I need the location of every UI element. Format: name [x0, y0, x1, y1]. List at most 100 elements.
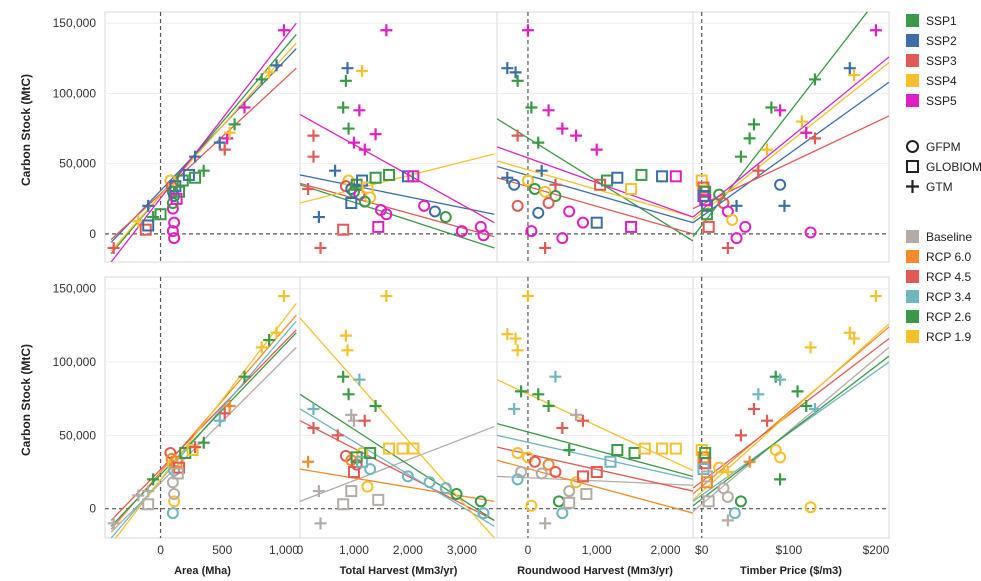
x-tick-label: 1,000 [582, 543, 612, 557]
data-point-plus [734, 150, 747, 163]
data-point-square [697, 463, 710, 476]
legend-label: Baseline [926, 230, 972, 244]
data-point-plus [270, 326, 283, 339]
data-point-circle [730, 232, 743, 245]
data-point-circle [474, 495, 487, 508]
data-point-plus [765, 101, 778, 114]
data-point-square [611, 171, 624, 184]
data-point-square [590, 216, 603, 229]
data-point-plus [515, 385, 528, 398]
y-axis-title-top: Carbon Stock (MtC) [19, 74, 33, 186]
data-point-plus [255, 341, 268, 354]
data-point-circle [804, 501, 817, 514]
data-point-square [182, 168, 195, 181]
trend-line [300, 425, 495, 502]
x-tick-label: 2,000 [650, 543, 680, 557]
data-point-plus [501, 328, 514, 341]
data-point-square [170, 192, 183, 205]
data-point-square [337, 223, 350, 236]
data-point-plus [791, 385, 804, 398]
data-point-circle [164, 446, 177, 459]
legend-item: RCP 2.6 [906, 310, 971, 324]
data-point-plus [808, 132, 821, 145]
data-point-circle [450, 488, 463, 501]
data-point-square [369, 171, 382, 184]
data-point-square [154, 208, 167, 221]
data-point-square [625, 220, 638, 233]
data-point-plus [539, 241, 552, 254]
data-point-plus [147, 473, 160, 486]
legend-item: GLOBIOM [906, 160, 981, 174]
trend-line [300, 174, 495, 215]
trend-line [300, 393, 495, 521]
x-tick-label: 0 [525, 543, 532, 557]
legend-item: SSP5 [906, 94, 957, 108]
data-point-circle [734, 495, 747, 508]
data-point-square [702, 220, 715, 233]
data-point-square [563, 496, 576, 509]
data-point-plus [307, 402, 320, 415]
data-point-plus [843, 62, 856, 75]
data-point-circle [508, 178, 521, 191]
legend-item: RCP 4.5 [906, 270, 971, 284]
data-point-plus [302, 455, 315, 468]
data-point-circle [542, 458, 555, 471]
data-point-plus [556, 422, 569, 435]
data-point-square [173, 185, 186, 198]
data-point-plus [549, 370, 562, 383]
legend-swatch [906, 94, 919, 107]
data-point-plus [358, 414, 371, 427]
trend-line [497, 446, 693, 492]
legend-label: SSP3 [926, 54, 957, 68]
data-point-plus [761, 143, 774, 156]
data-point-plus [356, 64, 369, 77]
data-point-plus [501, 171, 514, 184]
data-point-circle [358, 195, 371, 208]
data-point-plus [556, 122, 569, 135]
trend-line [110, 332, 297, 527]
data-point-plus [532, 388, 545, 401]
data-point-plus [307, 129, 320, 142]
legend-label: RCP 6.0 [926, 250, 971, 264]
data-point-plus [525, 101, 538, 114]
data-point-plus [721, 241, 734, 254]
legend-group: GFPM GLOBIOM GTM [906, 140, 981, 194]
data-point-plus [331, 429, 344, 442]
legend-label: SSP4 [926, 74, 957, 88]
data-point-square [625, 182, 638, 195]
data-point-square [576, 470, 589, 483]
legend-swatch [906, 330, 919, 343]
y-tick-label: 100,000 [53, 86, 97, 100]
data-point-plus [747, 402, 760, 415]
data-point-plus [778, 199, 791, 212]
data-point-plus [369, 128, 382, 141]
legend-label: GTM [926, 180, 953, 194]
data-point-plus [339, 329, 352, 342]
legend-swatch [906, 250, 919, 263]
legend-label: SSP1 [926, 14, 957, 28]
data-point-plus [848, 69, 861, 82]
data-point-plus [542, 400, 555, 413]
y-axis-titles: Carbon Stock (MtC) Carbon Stock (MtC) [19, 74, 33, 456]
data-point-circle [455, 225, 468, 238]
data-point-plus [521, 290, 534, 303]
legend-item: Baseline [906, 230, 972, 244]
data-point-square [695, 174, 708, 187]
data-point-plus [339, 74, 352, 87]
x-tick-label: 1,000 [339, 543, 369, 557]
data-point-square [383, 168, 396, 181]
legend-swatch [906, 54, 919, 67]
trend-line [300, 153, 495, 204]
legend-symbol-square [906, 160, 919, 173]
legend: SSP1 SSP2 SSP3 SSP4 SSP5 GFPM GLOBIOM GTM Baseli… [906, 14, 981, 344]
data-point-square [702, 495, 715, 508]
data-point-plus [197, 164, 210, 177]
panel-r1-c0 [104, 276, 301, 539]
x-axis-title: Total Harvest (Mm3/yr) [340, 565, 458, 577]
data-point-plus [747, 118, 760, 131]
data-point-circle [556, 232, 569, 245]
x-tick-label: 0 [297, 543, 304, 557]
data-point-plus [218, 407, 231, 420]
data-point-plus [800, 400, 813, 413]
